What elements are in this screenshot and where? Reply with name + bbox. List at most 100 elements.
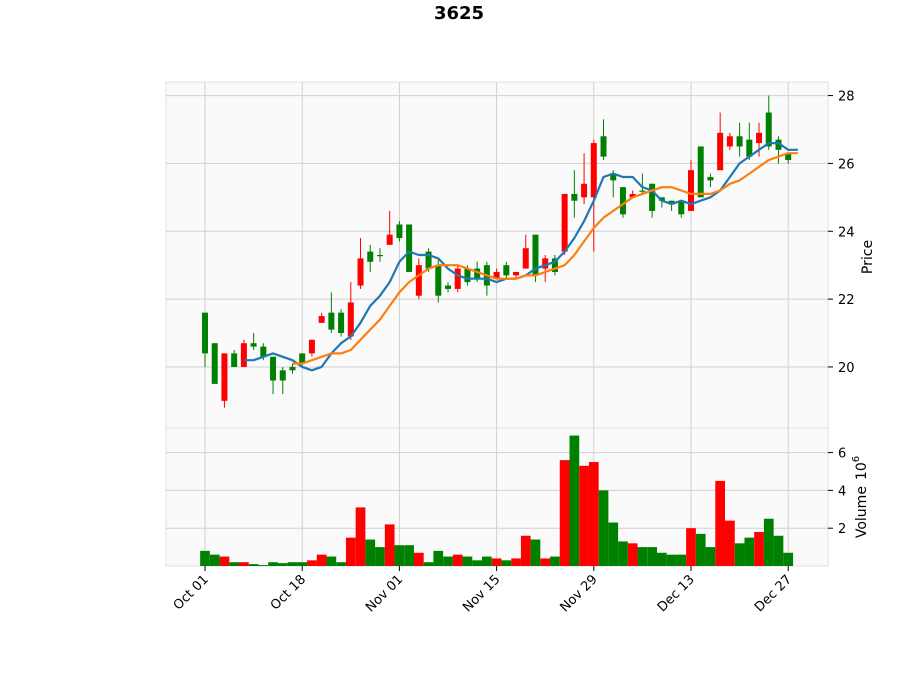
volume-bar bbox=[618, 541, 628, 566]
candle-body bbox=[629, 193, 636, 198]
volume-bar bbox=[715, 480, 726, 566]
candle-body bbox=[308, 339, 315, 354]
candle-body bbox=[785, 153, 792, 161]
candle-body bbox=[736, 136, 743, 147]
date-tick-label: Dec 13 bbox=[655, 572, 698, 615]
candle-body bbox=[318, 316, 325, 323]
candle-body bbox=[270, 356, 277, 381]
volume-bar bbox=[627, 543, 638, 566]
volume-bar bbox=[559, 460, 570, 566]
price-tick-label: 26 bbox=[838, 157, 855, 172]
candle-body bbox=[240, 343, 247, 367]
volume-bar bbox=[588, 462, 599, 566]
volume-bar bbox=[258, 565, 269, 566]
date-tick-label: Dec 27 bbox=[752, 572, 795, 615]
candle-body bbox=[639, 190, 646, 192]
volume-bar bbox=[229, 562, 240, 566]
candle-body bbox=[513, 271, 520, 276]
candle-body bbox=[211, 343, 218, 384]
volume-bar bbox=[540, 558, 551, 566]
date-tick-label: Oct 18 bbox=[268, 572, 309, 613]
volume-bar bbox=[375, 547, 385, 566]
candle-body bbox=[454, 268, 461, 289]
volume-bar bbox=[656, 552, 667, 566]
candle-body bbox=[697, 146, 704, 198]
candle-body bbox=[581, 183, 588, 198]
candle-body bbox=[610, 173, 617, 181]
volume-bar bbox=[307, 560, 317, 566]
price-axis-label: Price bbox=[860, 240, 876, 274]
date-axis-ticks: Oct 01 Oct 18 Nov 01 Nov 15 Nov 29 Dec 13 Dec … bbox=[171, 566, 795, 615]
volume-bar bbox=[287, 562, 298, 566]
volume-bar bbox=[695, 533, 706, 566]
candle-body bbox=[464, 268, 471, 283]
volume-bar bbox=[248, 564, 259, 566]
volume-bar bbox=[520, 535, 531, 566]
candle-body bbox=[425, 251, 432, 269]
date-tick-label: Oct 01 bbox=[171, 572, 212, 613]
candle-body bbox=[435, 265, 442, 296]
volume-bar bbox=[209, 554, 220, 566]
candle-body bbox=[260, 346, 267, 357]
candle-body bbox=[221, 353, 228, 401]
candle-body bbox=[542, 258, 549, 269]
candle-body bbox=[250, 343, 257, 347]
candle-body bbox=[376, 255, 383, 257]
candle-body bbox=[522, 248, 529, 269]
volume-bar bbox=[443, 556, 453, 566]
volume-axis-exponent-base: 10 bbox=[854, 462, 870, 480]
candle-body bbox=[726, 136, 733, 147]
volume-bar bbox=[734, 543, 745, 566]
candle-body bbox=[619, 187, 626, 215]
volume-bar bbox=[666, 554, 677, 566]
candle-body bbox=[717, 132, 724, 171]
candle-body bbox=[406, 224, 413, 272]
volume-bar bbox=[462, 556, 473, 566]
candle-body bbox=[328, 312, 335, 330]
volume-bars bbox=[200, 435, 794, 566]
candle-body bbox=[658, 197, 665, 201]
candle-body bbox=[367, 251, 374, 262]
volume-bar bbox=[219, 556, 230, 566]
volume-bar bbox=[268, 562, 278, 566]
candle-body bbox=[571, 193, 578, 201]
volume-bar bbox=[482, 556, 492, 566]
candle-body bbox=[765, 112, 772, 147]
candle-body bbox=[386, 234, 393, 245]
chart-title: 3625 bbox=[434, 3, 484, 24]
date-tick-label: Nov 01 bbox=[363, 572, 406, 615]
candle-body bbox=[279, 370, 286, 381]
candle-body bbox=[590, 143, 597, 198]
date-tick-label: Nov 15 bbox=[460, 572, 503, 615]
candle-body bbox=[357, 258, 364, 286]
volume-bar bbox=[423, 562, 434, 566]
candle-body bbox=[551, 258, 558, 272]
candle-body bbox=[289, 366, 296, 371]
moving-average-lines bbox=[243, 142, 798, 372]
volume-bar bbox=[326, 556, 337, 566]
volume-bar bbox=[355, 507, 366, 566]
volume-bar bbox=[579, 465, 589, 566]
volume-bar bbox=[297, 562, 308, 566]
candle-body bbox=[668, 200, 675, 205]
candle-body bbox=[678, 200, 685, 215]
volume-bar bbox=[676, 554, 687, 566]
volume-bar bbox=[277, 563, 288, 566]
volume-bar bbox=[754, 531, 764, 566]
volume-bar bbox=[316, 554, 327, 566]
price-tick-label: 22 bbox=[838, 293, 855, 308]
candle-body bbox=[231, 353, 238, 367]
volume-bar bbox=[569, 435, 580, 566]
volume-bar bbox=[239, 562, 249, 566]
candle-body bbox=[649, 183, 656, 211]
volume-bar bbox=[686, 528, 696, 566]
volume-bar bbox=[433, 550, 444, 566]
volume-axis-ticks: 2 4 6 bbox=[828, 447, 846, 537]
volume-tick-label: 2 bbox=[838, 522, 846, 537]
candle-body bbox=[688, 170, 694, 211]
volume-bar bbox=[725, 520, 735, 566]
volume-bar bbox=[744, 537, 755, 566]
date-tick-label: Nov 29 bbox=[557, 572, 600, 615]
candle-body bbox=[202, 312, 208, 354]
